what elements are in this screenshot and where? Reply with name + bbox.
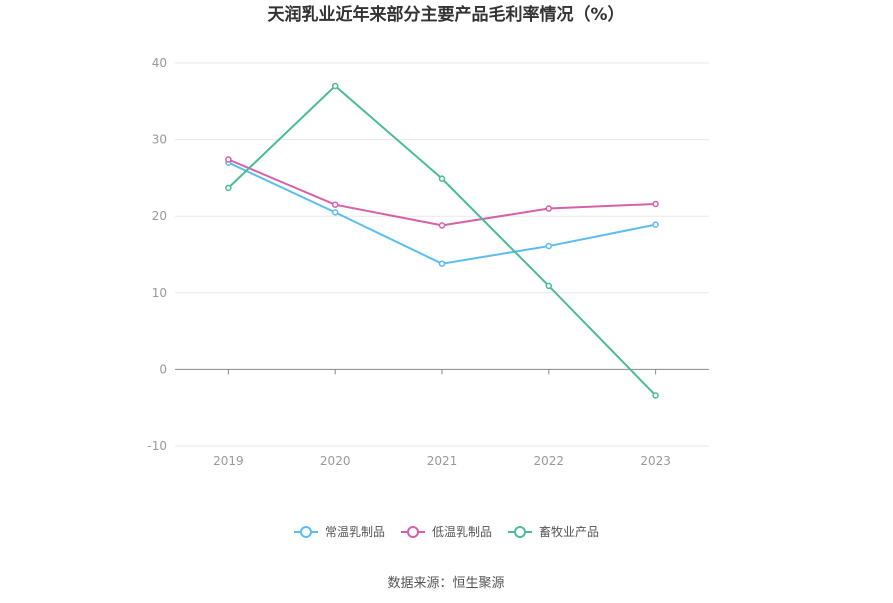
chart-title: 天润乳业近年来部分主要产品毛利率情况（%） — [267, 4, 624, 25]
x-tick-label: 2021 — [427, 454, 458, 468]
legend[interactable]: 常温乳制品 低温乳制品 畜牧业产品 — [294, 524, 599, 539]
grid-lines — [175, 62, 709, 447]
data-point — [545, 282, 553, 290]
x-tick-label: 2023 — [640, 454, 671, 468]
data-point — [545, 205, 553, 212]
x-tick-label: 2019 — [213, 454, 244, 468]
legend-item-2[interactable]: 畜牧业产品 — [508, 524, 599, 539]
data-point — [225, 156, 232, 163]
legend-marker — [407, 526, 419, 538]
y-tick-label: 30 — [152, 133, 167, 147]
y-tick-label: -10 — [147, 439, 167, 453]
y-tick-label: 10 — [152, 286, 167, 300]
data-point — [438, 175, 446, 182]
x-tick-label: 2020 — [320, 454, 351, 468]
data-point — [652, 221, 659, 228]
x-axis: 2019 2020 2021 2022 2023 — [175, 368, 709, 468]
x-tick-label: 2022 — [534, 454, 565, 468]
data-point — [652, 392, 659, 399]
data-point — [438, 222, 446, 229]
y-tick-label: 20 — [152, 209, 167, 223]
data-point — [438, 260, 446, 267]
y-axis: 40 30 20 10 0 -10 — [147, 56, 167, 453]
series-layer — [225, 82, 659, 399]
legend-label: 畜牧业产品 — [539, 524, 599, 539]
data-point — [331, 201, 339, 208]
source-note: 数据来源：恒生聚源 — [387, 576, 504, 591]
data-point — [652, 200, 659, 208]
legend-marker — [300, 526, 312, 538]
legend-label: 常温乳制品 — [325, 525, 385, 539]
data-point — [331, 82, 339, 90]
data-point — [225, 184, 232, 192]
legend-label: 低温乳制品 — [432, 525, 492, 539]
data-point — [545, 242, 553, 250]
legend-item-1[interactable]: 低温乳制品 — [401, 525, 492, 539]
y-tick-label: 40 — [152, 56, 167, 70]
legend-marker — [514, 526, 526, 538]
data-point — [331, 209, 339, 216]
series-line-2 — [227, 84, 657, 397]
y-tick-label: 0 — [159, 362, 167, 376]
legend-item-0[interactable]: 常温乳制品 — [294, 525, 385, 539]
